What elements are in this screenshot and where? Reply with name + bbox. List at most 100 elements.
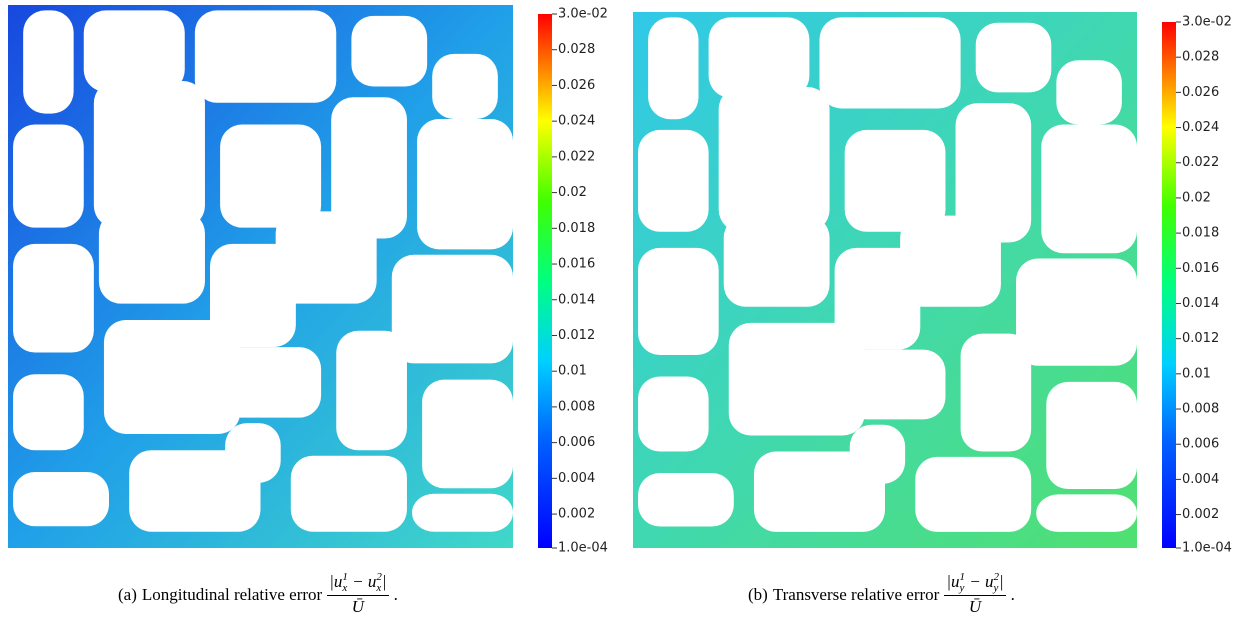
- caption-text: Longitudinal relative error: [141, 584, 323, 604]
- pore: [391, 254, 513, 364]
- pore: [225, 423, 281, 483]
- tick-label: 0.004: [1182, 472, 1219, 487]
- pore: [638, 129, 709, 232]
- pore: [23, 10, 74, 114]
- pore: [194, 10, 337, 103]
- subscript: y: [993, 582, 999, 595]
- tick-label: 0.002: [558, 507, 595, 522]
- pore: [432, 53, 498, 120]
- numerator: |u 1 x − u 2 x |: [327, 572, 389, 597]
- tick-label: 0.018: [1182, 226, 1219, 241]
- tick-label: 0.022: [558, 149, 595, 164]
- math-base: |u: [946, 572, 960, 591]
- subscript: x: [342, 582, 348, 595]
- tick-label: 3.0e-02: [558, 7, 608, 22]
- tick-label: 0.026: [1182, 85, 1219, 100]
- tick-label: 0.014: [558, 292, 595, 307]
- pore: [834, 247, 921, 350]
- pore: [1036, 494, 1137, 532]
- tick-label: 1.0e-04: [558, 541, 608, 556]
- math-base: − u: [965, 572, 994, 591]
- tick-label: 0.002: [1182, 507, 1219, 522]
- pore: [13, 471, 109, 527]
- subscript: y: [959, 582, 965, 595]
- pore: [638, 376, 709, 452]
- pore: [718, 87, 830, 232]
- pore: [83, 10, 185, 92]
- pore: [331, 97, 407, 239]
- tick-label: 0.02: [1182, 190, 1211, 205]
- pore: [336, 330, 407, 451]
- pore: [98, 211, 205, 304]
- tick-label: 0.016: [558, 257, 595, 272]
- tick-label: 0.01: [558, 364, 587, 379]
- pore: [103, 319, 241, 434]
- pore: [915, 456, 1032, 532]
- caption-label: (a): [118, 584, 137, 604]
- pore: [220, 124, 322, 228]
- pore: [1041, 124, 1137, 254]
- tick-label: 0.026: [558, 78, 595, 93]
- pore: [849, 424, 906, 484]
- tick-label: 3.0e-02: [1182, 15, 1232, 30]
- tick-label: 0.022: [1182, 155, 1219, 170]
- superscript: 1: [959, 571, 966, 584]
- pore: [844, 349, 946, 420]
- math-base: − u: [347, 572, 377, 591]
- superscript: 2: [993, 571, 999, 584]
- pore: [351, 15, 428, 87]
- pore: [975, 22, 1052, 93]
- tick-label: 0.008: [558, 399, 595, 414]
- tick-label: 0.028: [558, 42, 595, 57]
- pore: [210, 243, 296, 348]
- tick-label: 0.012: [558, 328, 595, 343]
- pore: [955, 103, 1032, 243]
- fraction: |u 1 x − u 2 x | Ū: [327, 572, 389, 617]
- math-base: |: [381, 572, 387, 591]
- pore: [638, 247, 719, 356]
- tick-label: 0.01: [1182, 366, 1211, 381]
- pore: [93, 81, 205, 228]
- tick-label: 0.006: [1182, 437, 1219, 452]
- tick-label: 0.02: [558, 185, 587, 200]
- pore: [13, 124, 84, 228]
- tick-label: 0.016: [1182, 261, 1219, 276]
- pore: [275, 211, 377, 304]
- tick-label: 1.0e-04: [1182, 541, 1232, 556]
- superscript: 2: [376, 571, 382, 584]
- pore: [723, 215, 830, 307]
- pore: [638, 472, 734, 527]
- pore: [708, 17, 810, 98]
- pore: [900, 215, 1001, 307]
- pore: [819, 17, 961, 109]
- math-base: |u: [329, 572, 343, 591]
- tick-label: 0.024: [558, 114, 595, 129]
- caption-end: .: [393, 584, 398, 604]
- pore: [1016, 258, 1137, 366]
- pore: [1046, 381, 1137, 490]
- math-base: |: [998, 572, 1004, 591]
- pore: [648, 17, 699, 120]
- pore: [220, 347, 322, 418]
- pore: [417, 119, 513, 250]
- tick-label: 0.028: [1182, 50, 1219, 65]
- tick-label: 0.024: [1182, 120, 1219, 135]
- fraction: |u 1 y − u 2 y | Ū: [944, 571, 1006, 617]
- superscript: 1: [342, 571, 348, 584]
- pore: [422, 379, 513, 489]
- caption-label: (b): [748, 584, 768, 604]
- pore: [960, 333, 1032, 452]
- pore: [728, 322, 865, 436]
- pore: [844, 129, 946, 232]
- caption: (b) Transverse relative error |u 1 y − u 2 y | Ū…: [748, 572, 1015, 617]
- pore: [1056, 60, 1122, 125]
- caption-text: Transverse relative error: [772, 584, 940, 604]
- colorbar: [1162, 22, 1176, 548]
- tick-label: 0.012: [1182, 331, 1219, 346]
